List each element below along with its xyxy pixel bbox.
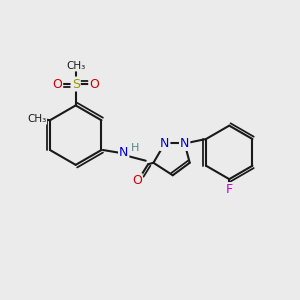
Text: O: O bbox=[89, 77, 99, 91]
Text: O: O bbox=[52, 77, 62, 91]
Text: CH₃: CH₃ bbox=[66, 61, 85, 70]
Text: S: S bbox=[72, 77, 80, 91]
Text: CH₃: CH₃ bbox=[27, 114, 46, 124]
Text: N: N bbox=[119, 146, 128, 160]
Text: O: O bbox=[132, 174, 142, 187]
Text: F: F bbox=[226, 183, 233, 196]
Text: N: N bbox=[180, 137, 189, 150]
Text: N: N bbox=[160, 137, 170, 150]
Text: H: H bbox=[131, 142, 140, 153]
